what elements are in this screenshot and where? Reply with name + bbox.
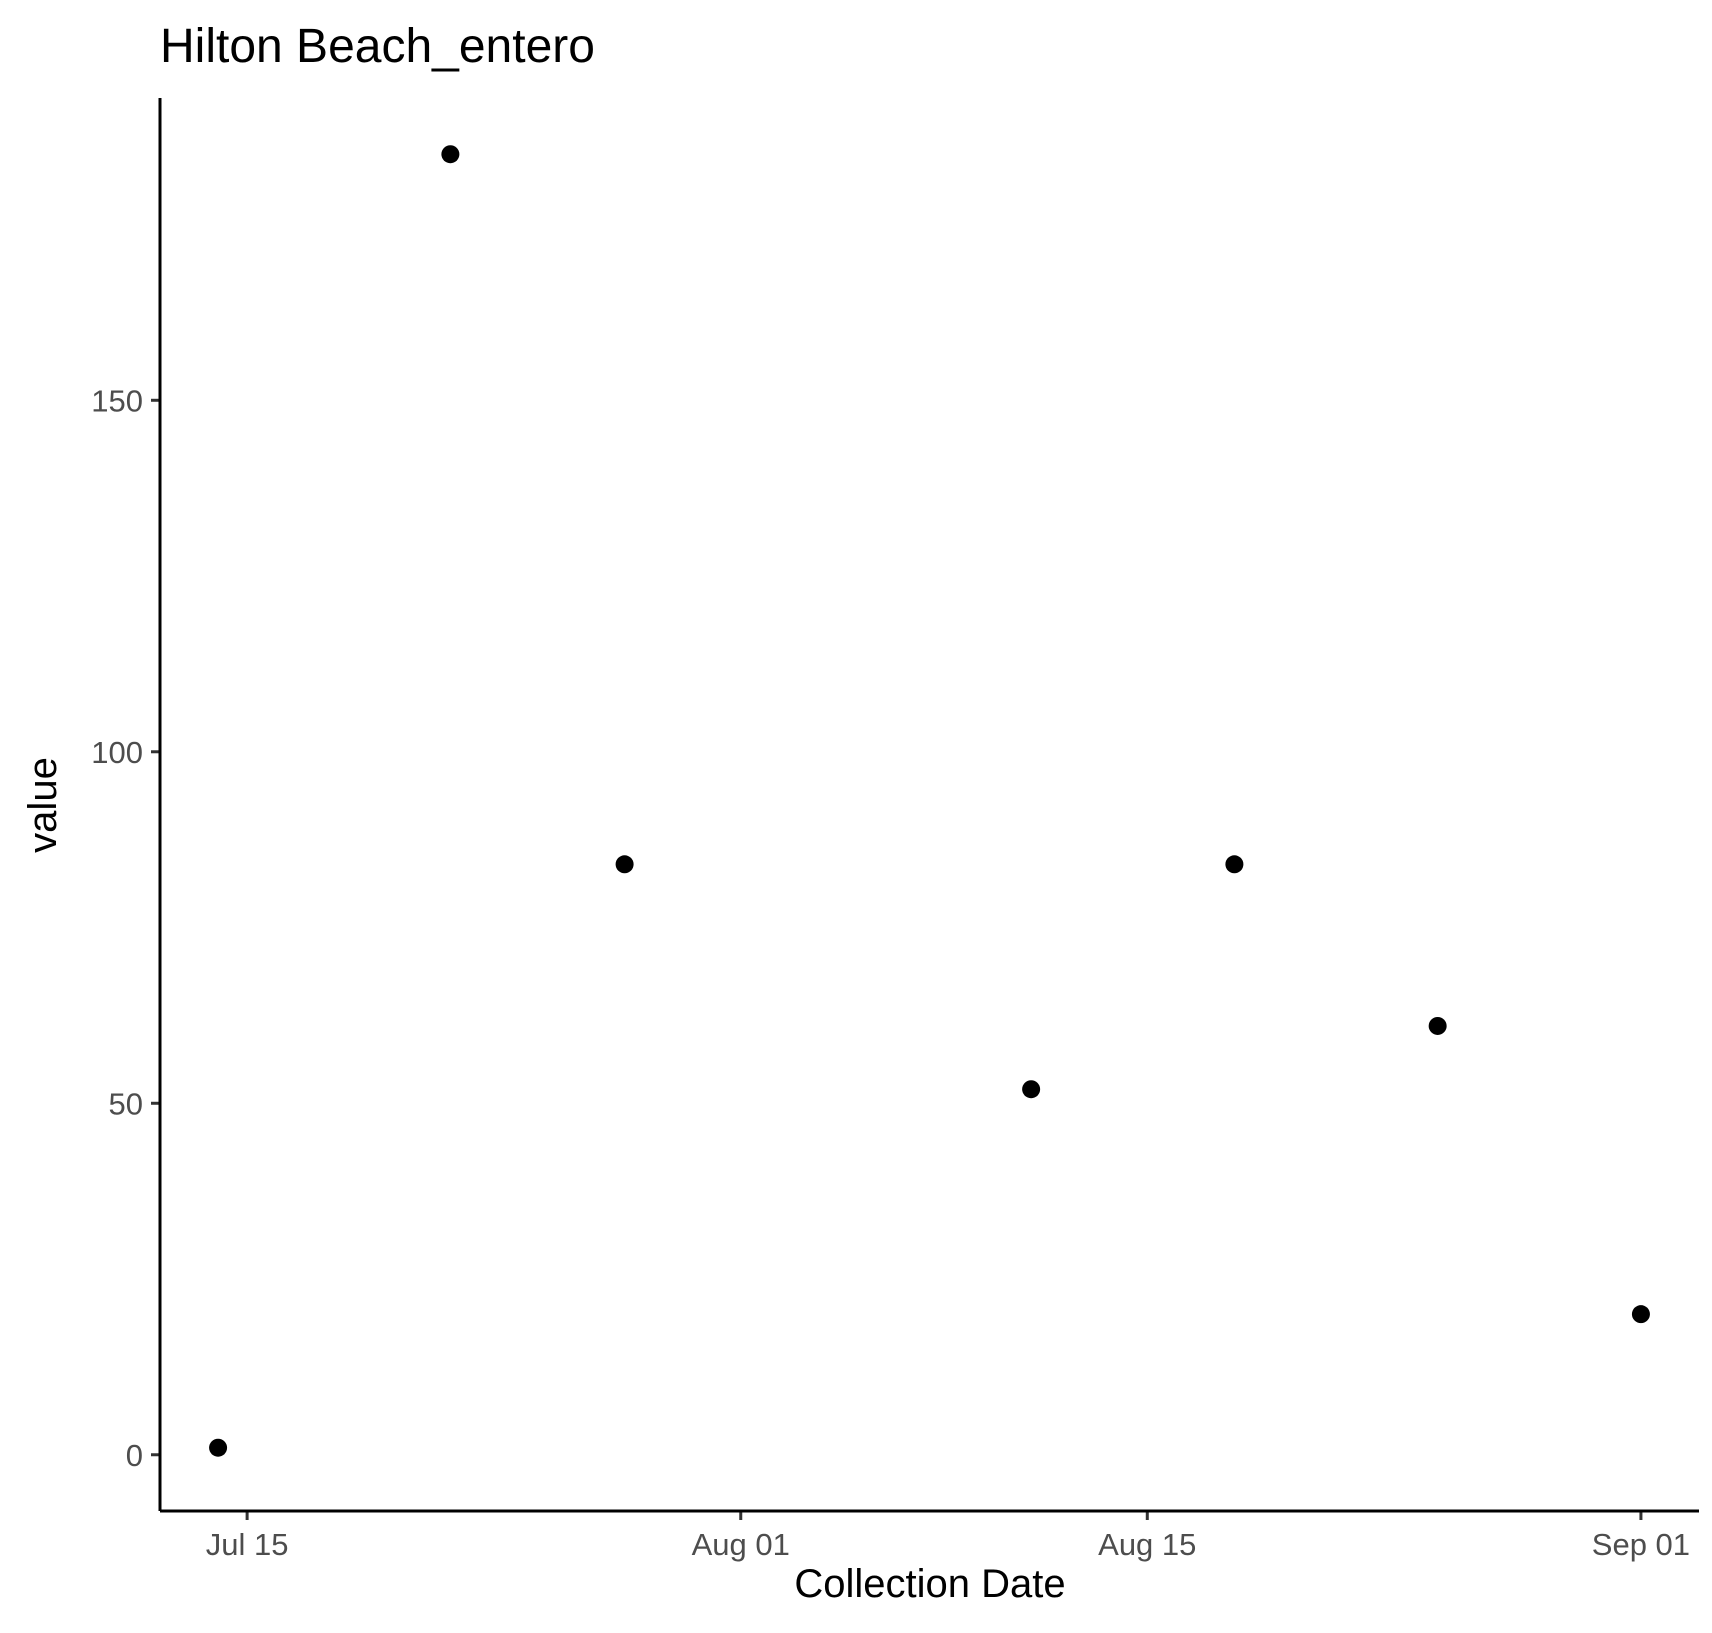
y-tick-label: 0 [126, 1438, 143, 1473]
chart-title: Hilton Beach_entero [160, 20, 595, 73]
data-points [209, 145, 1650, 1457]
x-tick-label: Aug 15 [1098, 1527, 1196, 1562]
data-point [1022, 1080, 1041, 1099]
data-point [1631, 1305, 1650, 1324]
x-axis-title: Collection Date [794, 1562, 1065, 1606]
x-tick-label: Aug 01 [692, 1527, 790, 1562]
y-axis-title: value [21, 757, 65, 853]
y-axis-ticks: 0 50 100 150 [91, 383, 160, 1473]
data-point [1225, 855, 1244, 874]
data-point [615, 855, 634, 874]
data-point [441, 145, 460, 164]
data-point [209, 1438, 228, 1457]
y-tick-label: 100 [91, 735, 143, 770]
data-point [1428, 1016, 1447, 1035]
y-tick-label: 50 [109, 1086, 143, 1121]
y-tick-label: 150 [91, 383, 143, 418]
x-axis-ticks: Jul 15 Aug 01 Aug 15 Sep 01 [206, 1511, 1690, 1562]
x-tick-label: Jul 15 [206, 1527, 289, 1562]
x-tick-label: Sep 01 [1592, 1527, 1690, 1562]
